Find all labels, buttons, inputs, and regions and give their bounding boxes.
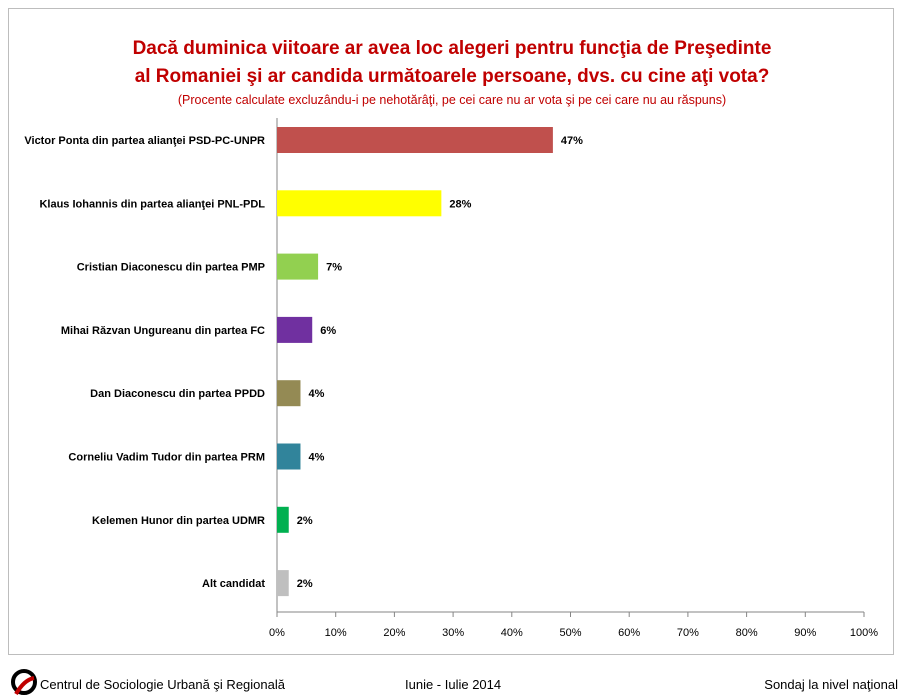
footer-org: Centrul de Sociologie Urbană şi Regional… xyxy=(40,677,285,692)
bar xyxy=(277,443,301,470)
x-tick-label: 30% xyxy=(442,627,464,639)
x-tick-label: 20% xyxy=(383,627,405,639)
category-label: Cristian Diaconescu din partea PMP xyxy=(77,262,265,274)
bar xyxy=(277,253,319,280)
footer-scope: Sondaj la nivel naţional xyxy=(764,677,898,692)
data-label: 2% xyxy=(297,515,313,527)
data-label: 28% xyxy=(449,198,471,210)
category-label: Mihai Răzvan Ungureanu din partea FC xyxy=(61,325,265,337)
x-tick-label: 90% xyxy=(794,627,816,639)
logo-icon xyxy=(11,669,37,696)
chart-title-line1: Dacă duminica viitoare ar avea loc alege… xyxy=(132,38,772,59)
x-tick-label: 60% xyxy=(618,627,640,639)
chart-title-line2: al Romaniei şi ar candida următoarele pe… xyxy=(134,66,770,87)
data-label: 4% xyxy=(308,452,324,464)
chart-frame xyxy=(8,8,894,655)
bar xyxy=(277,127,553,153)
x-tick-label: 50% xyxy=(559,627,581,639)
data-label: 7% xyxy=(326,262,342,274)
bar xyxy=(277,570,289,597)
category-label: Kelemen Hunor din partea UDMR xyxy=(92,515,265,527)
bar xyxy=(277,506,289,533)
x-tick-label: 40% xyxy=(501,627,523,639)
x-tick-label: 10% xyxy=(325,627,347,639)
footer-period: Iunie - Iulie 2014 xyxy=(405,677,502,692)
data-label: 2% xyxy=(297,578,313,590)
category-label: Alt candidat xyxy=(202,578,265,590)
x-tick-label: 80% xyxy=(736,627,758,639)
category-label: Corneliu Vadim Tudor din partea PRM xyxy=(68,452,265,464)
x-tick-label: 0% xyxy=(269,627,285,639)
bar xyxy=(277,380,301,407)
data-label: 6% xyxy=(320,325,336,337)
x-tick-label: 100% xyxy=(850,627,878,639)
chart-subtitle: (Procente calculate excluzându-i pe neho… xyxy=(177,93,727,107)
bar xyxy=(277,190,442,217)
category-label: Victor Ponta din partea alianţei PSD-PC-… xyxy=(24,135,265,147)
data-label: 4% xyxy=(308,388,324,400)
category-label: Klaus Iohannis din partea alianţei PNL-P… xyxy=(39,198,265,210)
data-label: 47% xyxy=(561,135,583,147)
category-label: Dan Diaconescu din partea PPDD xyxy=(90,388,265,400)
bar xyxy=(277,316,313,343)
x-tick-label: 70% xyxy=(677,627,699,639)
